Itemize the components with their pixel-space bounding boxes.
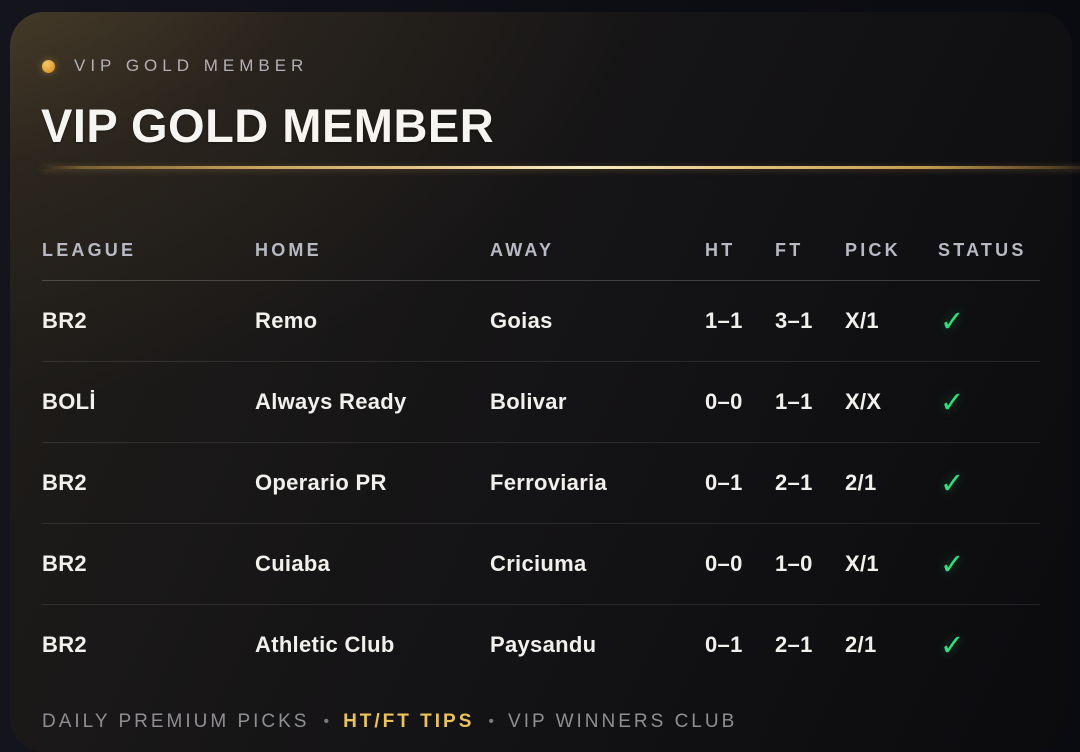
away-cell: Paysandu	[490, 632, 597, 657]
vip-gold-card: VIP GOLD MEMBER VIP GOLD MEMBER LEAGUE H…	[10, 12, 1080, 752]
win-check-icon: ✓	[940, 305, 965, 338]
ht-cell: 0–0	[705, 389, 743, 414]
gold-divider	[42, 166, 1080, 169]
pick-cell: X/X	[845, 389, 882, 414]
win-check-icon: ✓	[940, 467, 965, 500]
table-row: BOLİ Always Ready Bolivar 0–0 1–1 X/X ✓	[42, 361, 1040, 442]
pick-cell: 2/1	[845, 470, 877, 495]
league-cell: BR2	[42, 308, 87, 333]
ft-cell: 2–1	[775, 632, 813, 657]
footer-tagline: DAILY PREMIUM PICKS • HT/FT TIPS • VIP W…	[42, 707, 737, 737]
col-header-ht: HT	[705, 239, 736, 260]
league-cell: BOLİ	[42, 389, 96, 414]
table-row: BR2 Remo Goias 1–1 3–1 X/1 ✓	[42, 280, 1040, 361]
home-cell: Remo	[255, 308, 318, 333]
table-row: BR2 Cuiaba Criciuma 0–0 1–0 X/1 ✓	[42, 523, 1040, 604]
eyebrow: VIP GOLD MEMBER	[42, 54, 308, 78]
ht-cell: 0–1	[705, 470, 743, 495]
home-cell: Athletic Club	[255, 632, 395, 657]
bullet-separator-icon: •	[323, 713, 330, 730]
home-cell: Always Ready	[255, 389, 407, 414]
pick-cell: 2/1	[845, 632, 877, 657]
league-cell: BR2	[42, 632, 87, 657]
footer-item-htft-tips[interactable]: HT/FT TIPS	[343, 711, 475, 732]
col-header-status: STATUS	[938, 239, 1027, 260]
table-row: BR2 Operario PR Ferroviaria 0–1 2–1 2/1 …	[42, 442, 1040, 523]
ft-cell: 1–0	[775, 551, 813, 576]
win-check-icon: ✓	[940, 386, 965, 419]
away-cell: Criciuma	[490, 551, 587, 576]
away-cell: Bolivar	[490, 389, 567, 414]
footer-item-daily-premium-picks[interactable]: DAILY PREMIUM PICKS	[42, 711, 310, 732]
home-cell: Cuiaba	[255, 551, 331, 576]
gold-dot-icon	[42, 59, 55, 73]
bullet-separator-icon: •	[488, 713, 495, 730]
league-cell: BR2	[42, 470, 87, 495]
footer-item-vip-winners-club[interactable]: VIP WINNERS CLUB	[508, 711, 738, 732]
col-header-away: AWAY	[490, 239, 555, 260]
win-check-icon: ✓	[940, 629, 965, 662]
col-header-pick: PICK	[845, 239, 901, 260]
col-header-ft: FT	[775, 239, 804, 260]
table-body: BR2 Remo Goias 1–1 3–1 X/1 ✓ BOLİ Always…	[42, 280, 1040, 685]
away-cell: Ferroviaria	[490, 470, 608, 495]
win-check-icon: ✓	[940, 548, 965, 581]
ht-cell: 0–0	[705, 551, 743, 576]
ft-cell: 1–1	[775, 389, 813, 414]
col-header-home: HOME	[255, 239, 322, 260]
pick-cell: X/1	[845, 551, 879, 576]
page-title: VIP GOLD MEMBER	[41, 99, 495, 152]
home-cell: Operario PR	[255, 470, 387, 495]
col-header-league: LEAGUE	[42, 239, 137, 260]
ft-cell: 2–1	[775, 470, 813, 495]
eyebrow-label: VIP GOLD MEMBER	[74, 56, 309, 75]
ft-cell: 3–1	[775, 308, 813, 333]
ht-cell: 1–1	[705, 308, 743, 333]
table-row: BR2 Athletic Club Paysandu 0–1 2–1 2/1 ✓	[42, 604, 1040, 685]
table-header-row: LEAGUE HOME AWAY HT FT PICK STATUS	[42, 220, 1040, 280]
ht-cell: 0–1	[705, 632, 743, 657]
picks-table: LEAGUE HOME AWAY HT FT PICK STATUS BR2 R…	[42, 220, 1040, 685]
league-cell: BR2	[42, 551, 87, 576]
pick-cell: X/1	[845, 308, 879, 333]
away-cell: Goias	[490, 308, 553, 333]
